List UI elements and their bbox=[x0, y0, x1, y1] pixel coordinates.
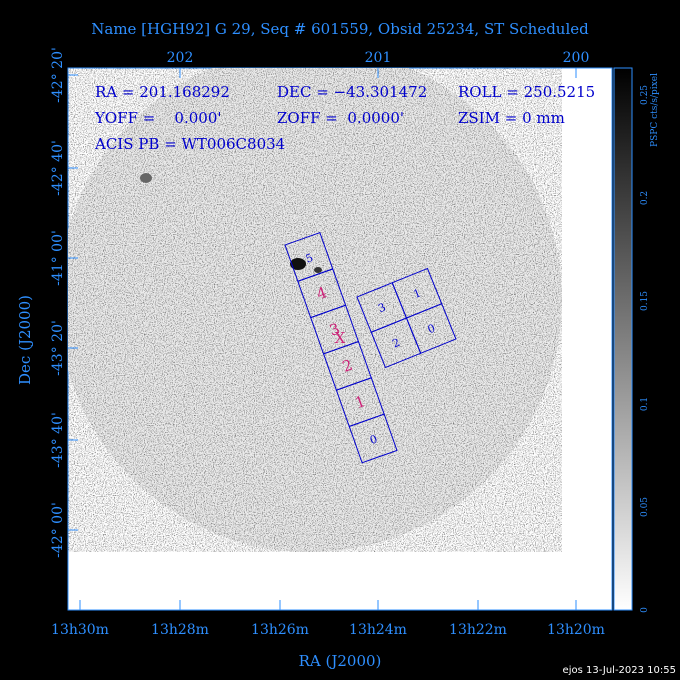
acis-i-chip-label: 0 bbox=[426, 322, 437, 337]
colorbar bbox=[613, 67, 633, 611]
bottom-tick-label: 13h24m bbox=[349, 622, 407, 638]
info-zoff: ZOFF = 0.0000' bbox=[277, 109, 404, 127]
x-axis-label: RA (J2000) bbox=[299, 652, 382, 670]
sky-image bbox=[68, 68, 562, 552]
info-ra: RA = 201.168292 bbox=[95, 83, 230, 101]
bottom-tick-label: 13h26m bbox=[251, 622, 309, 638]
info-zsim: ZSIM = 0 mm bbox=[458, 109, 565, 127]
axis-ticks bbox=[68, 68, 577, 610]
top-tick-label: 200 bbox=[563, 50, 590, 66]
colorbar-label: PSPC cts/s/pixel bbox=[650, 73, 660, 147]
bottom-tick-label: 13h20m bbox=[547, 622, 605, 638]
acis-s-chip-label: 0 bbox=[368, 433, 379, 448]
left-tick-label: -43° 40' bbox=[50, 412, 66, 468]
info-dec: DEC = −43.301472 bbox=[277, 83, 427, 101]
acis-i-array: 3 1 2 0 bbox=[356, 267, 457, 369]
top-tick-label: 202 bbox=[167, 50, 194, 66]
colorbar-tick-label: 0.25 bbox=[640, 85, 650, 105]
acis-s-chip-label: 5 bbox=[304, 251, 315, 266]
acis-i-chip-label: 2 bbox=[390, 336, 401, 351]
y-axis-label: Dec (J2000) bbox=[16, 295, 34, 385]
top-tick-label: 201 bbox=[365, 50, 392, 66]
bottom-tick-label: 13h22m bbox=[449, 622, 507, 638]
colorbar-tick-label: 0.2 bbox=[640, 191, 650, 205]
info-acis-pb: ACIS PB = WT006C8034 bbox=[94, 135, 285, 153]
colorbar-tick-label: 0.05 bbox=[640, 497, 650, 517]
left-tick-label: -41° 00' bbox=[50, 230, 66, 286]
aimpoint: X bbox=[335, 329, 346, 347]
left-tick-label: -42° 00' bbox=[50, 502, 66, 558]
acis-i-chip-label: 1 bbox=[411, 286, 422, 301]
left-tick-label: -42° 20' bbox=[50, 47, 66, 103]
info-yoff: YOFF = 0.000' bbox=[94, 109, 222, 127]
left-tick-label: -43° 20' bbox=[50, 320, 66, 376]
info-roll: ROLL = 250.5215 bbox=[458, 83, 595, 101]
colorbar-tick-label: 0.1 bbox=[640, 397, 650, 411]
colorbar-tick-label: 0 bbox=[640, 607, 650, 613]
title: Name [HGH92] G 29, Seq # 601559, Obsid 2… bbox=[91, 20, 589, 38]
colorbar-tick-label: 0.15 bbox=[640, 291, 650, 311]
acis-s-chip bbox=[348, 413, 398, 464]
bottom-tick-label: 13h28m bbox=[151, 622, 209, 638]
left-tick-label: -42° 40' bbox=[50, 140, 66, 196]
bottom-tick-label: 13h30m bbox=[51, 622, 109, 638]
acis-i-chip-label: 3 bbox=[376, 301, 387, 316]
acis-i-chip bbox=[405, 303, 457, 354]
footer: ejos 13-Jul-2023 10:55 bbox=[563, 665, 676, 676]
